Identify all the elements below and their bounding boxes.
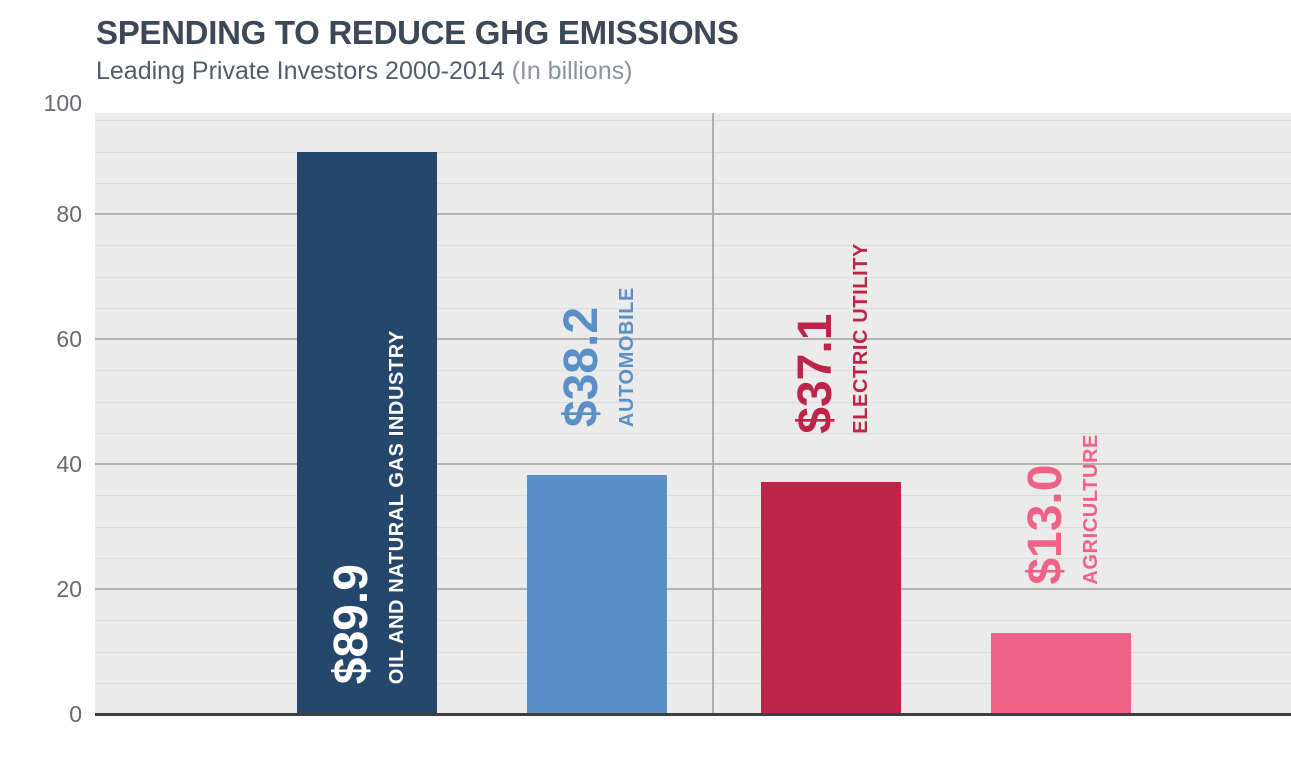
gridline-major: [95, 213, 1291, 215]
chart-subtitle-text: Leading Private Investors 2000-2014: [96, 57, 505, 85]
gridline-minor: [95, 526, 1291, 528]
bar-value-label: $13.0: [1019, 464, 1072, 585]
bar-agriculture: [991, 632, 1131, 714]
gridline-minor: [95, 557, 1291, 559]
bar-label: $37.1 ELECTRIC UTILITY: [788, 243, 874, 434]
bar-label: $89.9 OIL AND NATURAL GAS INDUSTRY: [324, 330, 410, 684]
gridline-minor: [95, 651, 1291, 653]
gridline-minor: [95, 682, 1291, 684]
category-divider-line: [712, 113, 714, 714]
x-axis-line: [95, 713, 1291, 716]
bar-automobile: [527, 475, 667, 714]
bar-label: $13.0 AGRICULTURE: [1018, 434, 1104, 585]
gridline-minor: [95, 307, 1291, 309]
bar-value-label: $38.2: [555, 307, 608, 428]
gridline-minor: [95, 120, 1291, 122]
bar-category-label: AUTOMOBILE: [616, 287, 638, 428]
y-tick-label: 60: [56, 326, 82, 352]
gridline-minor: [95, 245, 1291, 247]
bar-category-label: OIL AND NATURAL GAS INDUSTRY: [386, 329, 408, 684]
chart-subtitle-note: (In billions): [511, 57, 633, 85]
gridline-minor: [95, 182, 1291, 184]
bar-oil-and-natural-gas-industry: [297, 152, 437, 714]
gridline-major: [95, 588, 1291, 590]
y-tick-label: 20: [56, 576, 82, 602]
plot-area: $89.9 OIL AND NATURAL GAS INDUSTRY $38.2 AU…: [95, 113, 1291, 716]
gridline-minor: [95, 620, 1291, 622]
bar-electric-utility: [761, 482, 901, 714]
gridline-minor: [95, 151, 1291, 153]
bar-value-label: $89.9: [325, 563, 378, 684]
gridline-major: [95, 463, 1291, 465]
bar-label: $38.2 AUTOMOBILE: [554, 287, 640, 427]
y-tick-label: 100: [43, 90, 82, 116]
y-tick-label: 40: [56, 451, 82, 477]
chart-title: SPENDING TO REDUCE GHG EMISSIONS: [96, 14, 739, 51]
bar-value-label: $37.1: [789, 314, 842, 435]
gridline-minor: [95, 432, 1291, 434]
bar-category-label: AGRICULTURE: [1080, 434, 1102, 585]
gridline-minor: [95, 401, 1291, 403]
gridline-major: [95, 338, 1291, 340]
gridline-minor: [95, 495, 1291, 497]
gridline-minor: [95, 370, 1291, 372]
y-tick-label: 0: [69, 701, 82, 727]
chart-subtitle: Leading Private Investors 2000-2014 (In …: [96, 57, 632, 86]
bar-category-label: ELECTRIC UTILITY: [850, 243, 872, 435]
gridline-minor: [95, 276, 1291, 278]
y-tick-label: 80: [56, 201, 82, 227]
